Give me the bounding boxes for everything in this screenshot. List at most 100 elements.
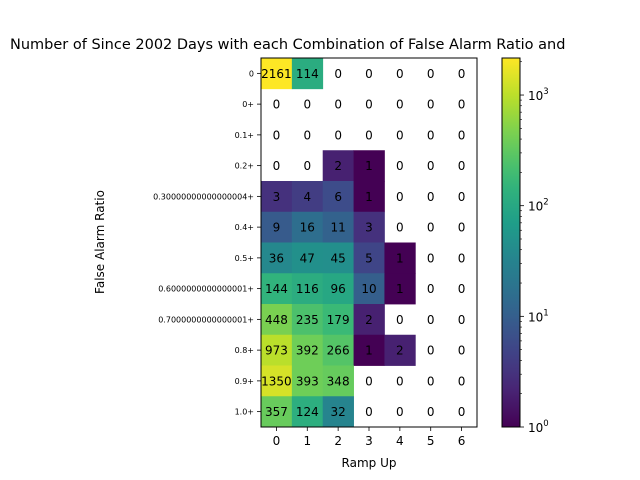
- heatmap-cell: [322, 304, 354, 336]
- y-tick-label: 0.5+: [235, 254, 254, 263]
- colorbar-ticks: 100 101 102 103: [520, 61, 549, 435]
- heatmap-cell: [322, 150, 354, 182]
- heatmap-cell: [291, 273, 324, 305]
- cell-value-label: 0: [458, 344, 466, 358]
- cell-value-label: 0: [458, 190, 466, 204]
- x-tick-label: 6: [458, 434, 466, 448]
- cell-value-label: 1: [365, 159, 373, 173]
- heatmap-cell: [384, 242, 416, 274]
- cell-value-label: 2161: [261, 67, 292, 81]
- heatmap-cell: [291, 334, 324, 366]
- cell-value-label: 4: [303, 190, 311, 204]
- cell-value-label: 5: [365, 251, 373, 265]
- cell-value-label: 0: [365, 374, 373, 388]
- cell-value-label: 0: [303, 98, 311, 112]
- heatmap-cell: [322, 211, 354, 243]
- cell-value-label: 3: [273, 190, 281, 204]
- cell-value-label: 0: [458, 251, 466, 265]
- x-axis-label: Ramp Up: [342, 456, 397, 470]
- cell-value-label: 0: [396, 313, 404, 327]
- cell-value-label: 0: [458, 282, 466, 296]
- heatmap-cell: [261, 181, 293, 213]
- colorbar-tick-label: 103: [528, 87, 549, 103]
- cell-value-label: 0: [458, 128, 466, 142]
- cell-value-label: 0: [427, 313, 435, 327]
- x-tick-label: 3: [365, 434, 373, 448]
- heatmap-cell: [261, 211, 293, 243]
- heatmap-cells: [261, 58, 416, 428]
- cell-value-label: 0: [458, 374, 466, 388]
- y-axis-ticks: 0 0+ 0.1+ 0.2+ 0.30000000000000004+ 0.4+ 0.5+ 0…: [153, 69, 261, 417]
- x-tick-label: 5: [427, 434, 435, 448]
- y-tick-label: 0+: [242, 100, 254, 109]
- heatmap-cell: [291, 242, 324, 274]
- heatmap-cell: [322, 181, 354, 213]
- cell-value-label: 0: [396, 405, 404, 419]
- cell-value-label: 0: [365, 128, 373, 142]
- heatmap-cell: [322, 242, 354, 274]
- cell-value-label: 0: [365, 67, 373, 81]
- y-tick-label: 0.30000000000000004+: [153, 192, 254, 201]
- cell-value-label: 0: [458, 405, 466, 419]
- cell-value-label: 0: [303, 159, 311, 173]
- cell-value-label: 0: [396, 128, 404, 142]
- cell-value-label: 144: [265, 282, 288, 296]
- cell-value-label: 448: [265, 313, 288, 327]
- heatmap-cell: [384, 334, 416, 366]
- cell-value-label: 114: [296, 67, 319, 81]
- cell-value-label: 0: [458, 159, 466, 173]
- cell-value-label: 0: [458, 313, 466, 327]
- heatmap-cell: [291, 181, 324, 213]
- heatmap-cell: [322, 365, 354, 397]
- cell-value-label: 0: [427, 159, 435, 173]
- heatmap-cell: [261, 273, 293, 305]
- cell-value-label: 45: [330, 251, 345, 265]
- heatmap-cell: [353, 242, 385, 274]
- heatmap-cell: [353, 334, 385, 366]
- cell-value-label: 0: [365, 98, 373, 112]
- heatmap-cell: [261, 304, 293, 336]
- colorbar-tick-label: 100: [528, 419, 549, 435]
- y-tick-label: 0.4+: [235, 223, 254, 232]
- cell-value-label: 266: [327, 344, 350, 358]
- chart-title: Number of Since 2002 Days with each Comb…: [10, 37, 565, 53]
- y-axis-label: False Alarm Ratio: [93, 190, 107, 294]
- cell-value-label: 9: [273, 221, 281, 235]
- heatmap-cell: [261, 396, 293, 428]
- y-tick-label: 0.1+: [235, 131, 254, 140]
- cell-value-label: 1350: [261, 374, 292, 388]
- heatmap-cell: [322, 396, 354, 428]
- y-tick-label: 0.6000000000000001+: [158, 285, 254, 294]
- heatmap-cell: [291, 304, 324, 336]
- cell-value-label: 10: [361, 282, 376, 296]
- cell-value-label: 0: [427, 98, 435, 112]
- cell-value-label: 235: [296, 313, 319, 327]
- x-axis-ticks: 0 1 2 3 4 5 6: [273, 427, 466, 448]
- cell-value-label: 16: [300, 221, 315, 235]
- y-tick-label: 0: [249, 69, 254, 78]
- cell-value-labels: 2161 114 0 0 0 0 00 0 0 0 0 0 00 0 0 0 0 0 00 0 2 1 0 0 03 4 6 1 0 0 0…: [261, 67, 465, 419]
- colorbar: [501, 57, 521, 428]
- cell-value-label: 0: [427, 405, 435, 419]
- heatmap-cell: [291, 211, 324, 243]
- heatmap-cell: [353, 273, 385, 305]
- cell-value-label: 0: [334, 128, 342, 142]
- cell-value-label: 47: [300, 251, 315, 265]
- cell-value-label: 393: [296, 374, 319, 388]
- cell-value-label: 0: [396, 98, 404, 112]
- heatmap-cell: [261, 365, 293, 397]
- cell-value-label: 0: [458, 67, 466, 81]
- x-tick-label: 4: [396, 434, 404, 448]
- cell-value-label: 0: [427, 344, 435, 358]
- colorbar-tick-label: 101: [528, 308, 549, 324]
- cell-value-label: 0: [396, 374, 404, 388]
- x-tick-label: 2: [334, 434, 342, 448]
- heatmap-cell: [353, 181, 385, 213]
- cell-value-label: 116: [296, 282, 319, 296]
- cell-value-label: 124: [296, 405, 319, 419]
- heatmap-cell: [353, 150, 385, 182]
- y-tick-label: 0.9+: [235, 377, 254, 386]
- cell-value-label: 0: [396, 67, 404, 81]
- cell-value-label: 179: [327, 313, 350, 327]
- cell-value-label: 0: [273, 159, 281, 173]
